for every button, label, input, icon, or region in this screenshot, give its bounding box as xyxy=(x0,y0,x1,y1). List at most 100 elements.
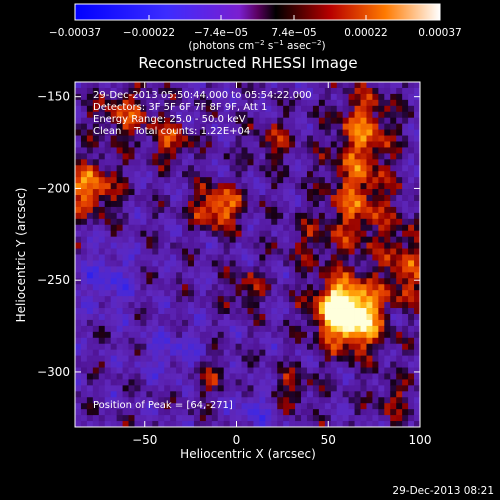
heatmap-cell xyxy=(247,296,254,303)
heatmap-cell xyxy=(289,99,296,107)
heatmap-cell xyxy=(283,99,290,107)
heatmap-cell xyxy=(92,159,100,166)
heatmap-cell xyxy=(253,278,260,285)
heatmap-cell xyxy=(134,82,141,89)
heatmap-cell xyxy=(217,266,225,273)
heatmap-cell xyxy=(360,99,367,107)
annotation-time-range: 29-Dec-2013 05:50:44.000 to 05:54:22.000 xyxy=(93,90,312,101)
heatmap-cell xyxy=(318,379,326,386)
heatmap-cell xyxy=(128,177,135,184)
heatmap-cell xyxy=(366,189,373,196)
heatmap-cell xyxy=(396,302,403,309)
heatmap-cell xyxy=(116,111,123,119)
heatmap-cell xyxy=(110,409,118,416)
heatmap-cell xyxy=(217,200,225,208)
heatmap-cell xyxy=(277,343,284,351)
heatmap-cell xyxy=(259,212,266,220)
heatmap-cell xyxy=(342,165,350,172)
heatmap-cell xyxy=(324,159,332,166)
heatmap-cell xyxy=(158,82,165,89)
heatmap-cell xyxy=(235,355,242,362)
heatmap-cell xyxy=(306,379,314,386)
heatmap-cell xyxy=(348,391,355,398)
heatmap-cell xyxy=(152,123,159,130)
heatmap-cell xyxy=(134,355,141,362)
heatmap-cell xyxy=(402,105,409,113)
heatmap-cell xyxy=(182,260,189,267)
heatmap-cell xyxy=(80,236,88,244)
heatmap-cell xyxy=(253,266,260,273)
heatmap-cell xyxy=(336,87,344,95)
heatmap-cell xyxy=(372,379,379,386)
heatmap-cell xyxy=(170,403,177,410)
heatmap-cell xyxy=(193,123,201,130)
colorbar-tick-label: −0.00022 xyxy=(123,27,175,39)
heatmap-cell xyxy=(92,189,100,196)
heatmap-cell xyxy=(366,373,373,380)
heatmap-cell xyxy=(193,236,201,244)
heatmap-cell xyxy=(170,129,177,136)
heatmap-cell xyxy=(92,147,100,154)
heatmap-cell xyxy=(122,141,129,148)
heatmap-cell xyxy=(211,290,219,297)
heatmap-cell xyxy=(158,153,165,160)
heatmap-cell xyxy=(301,313,308,321)
heatmap-cell xyxy=(360,349,367,357)
heatmap-cell xyxy=(182,135,189,142)
heatmap-cell xyxy=(211,415,219,422)
heatmap-cell xyxy=(336,385,344,392)
heatmap-cell xyxy=(223,266,231,273)
heatmap-cell xyxy=(199,278,207,285)
heatmap-cell xyxy=(75,278,82,285)
heatmap-cell xyxy=(342,224,350,232)
heatmap-cell xyxy=(342,111,350,119)
heatmap-cell xyxy=(176,87,183,95)
heatmap-cell xyxy=(128,379,135,386)
heatmap-cell xyxy=(205,254,213,261)
heatmap-cell xyxy=(140,87,147,95)
heatmap-cell xyxy=(75,337,82,345)
heatmap-cell xyxy=(188,361,195,368)
heatmap-cell xyxy=(75,355,82,362)
heatmap-cell xyxy=(247,105,254,113)
heatmap-cell xyxy=(253,331,260,339)
heatmap-cell xyxy=(247,117,254,125)
heatmap-cell xyxy=(253,343,260,351)
heatmap-cell xyxy=(265,379,272,386)
heatmap-cell xyxy=(324,206,332,214)
heatmap-cell xyxy=(170,206,177,214)
heatmap-cell xyxy=(402,385,409,392)
heatmap-cell xyxy=(354,266,361,273)
heatmap-cell xyxy=(164,391,171,398)
heatmap-cell xyxy=(211,129,219,136)
heatmap-cell xyxy=(92,260,100,267)
heatmap-cell xyxy=(253,415,260,422)
heatmap-cell xyxy=(122,272,129,279)
heatmap-cell xyxy=(152,82,159,89)
heatmap-cell xyxy=(75,99,82,107)
heatmap-cell xyxy=(134,224,141,232)
heatmap-cell xyxy=(259,189,266,196)
heatmap-cell xyxy=(390,409,397,416)
heatmap-cell xyxy=(259,278,266,285)
heatmap-cell xyxy=(336,313,344,321)
heatmap-cell xyxy=(306,135,314,142)
heatmap-cell xyxy=(247,403,254,410)
heatmap-cell xyxy=(182,111,189,119)
heatmap-cell xyxy=(235,260,242,267)
heatmap-cell xyxy=(158,147,165,154)
heatmap-cell xyxy=(170,200,177,208)
heatmap-cell xyxy=(229,409,237,416)
heatmap-cell xyxy=(116,349,123,357)
heatmap-cell xyxy=(259,105,266,113)
heatmap-cell xyxy=(241,212,248,220)
heatmap-cell xyxy=(253,313,260,321)
heatmap-cell xyxy=(366,284,373,291)
heatmap-cell xyxy=(366,343,373,351)
heatmap-cell xyxy=(289,302,296,309)
heatmap-cell xyxy=(134,319,141,327)
heatmap-cell xyxy=(80,99,88,107)
heatmap-cell xyxy=(324,105,332,113)
heatmap-cell xyxy=(348,165,355,172)
heatmap-cell xyxy=(348,313,355,321)
